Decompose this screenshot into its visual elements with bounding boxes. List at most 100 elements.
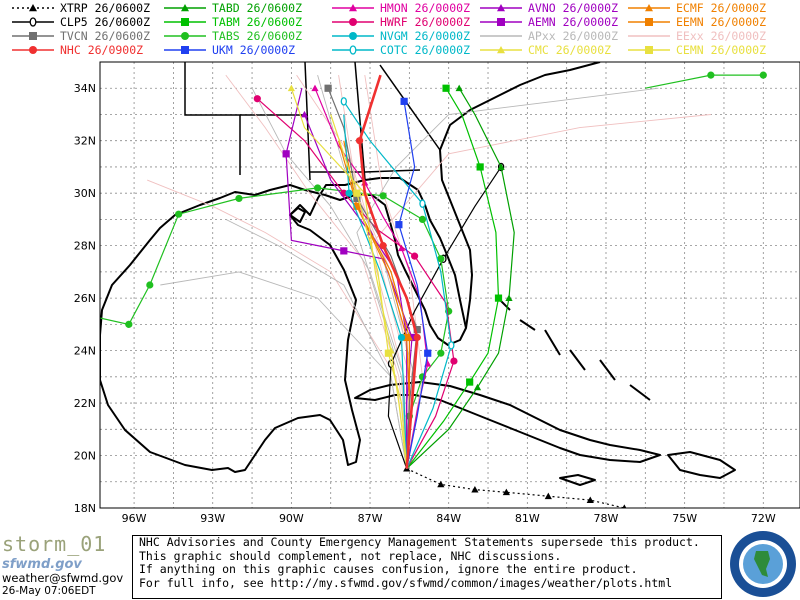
lat-label: 24N bbox=[74, 345, 96, 358]
disclaimer-line[interactable]: For full info, see http://my.sfwmd.gov/s… bbox=[139, 575, 673, 590]
marker-triangle bbox=[505, 294, 513, 301]
track-cemn bbox=[330, 114, 408, 469]
marker-square bbox=[424, 349, 432, 357]
track-aemn bbox=[285, 88, 413, 469]
lat-label: 18N bbox=[74, 502, 96, 515]
legend-swatch bbox=[628, 18, 670, 26]
lon-label: 84W bbox=[436, 512, 461, 525]
lat-label: 20N bbox=[74, 450, 96, 463]
marker-circle bbox=[146, 281, 154, 289]
marker-square bbox=[282, 150, 290, 158]
marker-circle-open bbox=[29, 17, 37, 27]
marker-square bbox=[645, 46, 653, 54]
marker-triangle bbox=[655, 512, 662, 518]
lon-label: 75W bbox=[672, 512, 697, 525]
lat-label: 30N bbox=[74, 187, 96, 200]
ensemble-track bbox=[225, 74, 408, 469]
lat-label: 26N bbox=[74, 292, 96, 305]
legend-swatch bbox=[480, 46, 522, 54]
marker-circle bbox=[78, 310, 85, 317]
marker-square bbox=[353, 189, 361, 197]
marker-circle bbox=[345, 189, 353, 197]
marker-triangle bbox=[497, 163, 505, 170]
marker-triangle bbox=[437, 480, 445, 488]
lon-label: 90W bbox=[279, 512, 304, 525]
marker-square bbox=[408, 333, 416, 342]
cuba bbox=[354, 381, 661, 463]
marker-square bbox=[353, 194, 361, 203]
legend-swatch bbox=[164, 32, 206, 40]
marker-triangle bbox=[29, 4, 37, 12]
marker-square bbox=[29, 32, 37, 40]
marker-circle bbox=[397, 333, 406, 342]
legend-label: EExx 26/0000Z bbox=[676, 29, 767, 43]
legend-swatch bbox=[480, 35, 522, 37]
marker-square bbox=[442, 84, 450, 92]
marker-triangle bbox=[397, 244, 406, 252]
marker-circle bbox=[437, 349, 445, 357]
legend-label: CLP5 26/0600Z bbox=[60, 15, 151, 29]
marker-circle bbox=[253, 95, 261, 103]
marker-circle bbox=[707, 71, 715, 79]
ensemble-track bbox=[364, 75, 423, 469]
track-ukm bbox=[398, 101, 429, 469]
ensemble-track bbox=[356, 87, 659, 469]
contact-email[interactable]: weather@sfwmd.gov bbox=[2, 571, 124, 585]
legend-label: XTRP 26/0600Z bbox=[60, 1, 151, 15]
marker-triangle bbox=[181, 4, 189, 12]
legend-swatch bbox=[12, 32, 54, 40]
track-nvgm bbox=[343, 114, 408, 469]
legend-swatch bbox=[628, 35, 670, 37]
legend-swatch bbox=[480, 18, 522, 26]
legend-label: TVCN 26/0600Z bbox=[60, 29, 151, 43]
map-background bbox=[100, 62, 800, 508]
state-borders bbox=[184, 62, 441, 181]
marker-square bbox=[395, 221, 403, 229]
track-cotc bbox=[343, 101, 452, 469]
marker-square bbox=[497, 18, 505, 26]
marker-triangle bbox=[349, 4, 357, 12]
disclaimer-line: This graphic should complement, not repl… bbox=[139, 548, 562, 563]
gulf-coastline bbox=[100, 177, 467, 473]
disclaimer-box: NHC Advisories and County Emergency Mana… bbox=[132, 535, 722, 599]
legend-swatch bbox=[164, 46, 206, 54]
marker-square bbox=[494, 294, 503, 302]
marker-triangle bbox=[455, 84, 463, 92]
legend-label: UKM 26/0000Z bbox=[212, 43, 296, 57]
ensemble-track bbox=[160, 271, 408, 469]
lat-label: 32N bbox=[74, 135, 96, 148]
marker-square bbox=[324, 84, 332, 92]
marker-square bbox=[466, 378, 474, 386]
timestamp: 26-May 07:06EDT bbox=[2, 585, 96, 597]
lat-label: 28N bbox=[74, 240, 96, 253]
track-cmc bbox=[290, 88, 408, 469]
marker-square bbox=[476, 163, 484, 171]
storm-label: storm_01 bbox=[2, 532, 107, 556]
legend-label: HMON 26/0000Z bbox=[380, 1, 471, 15]
marker-circle-open bbox=[448, 341, 455, 350]
lon-label: 87W bbox=[358, 512, 383, 525]
marker-triangle bbox=[544, 492, 552, 500]
marker-circle-open bbox=[349, 45, 357, 55]
disclaimer-line: NHC Advisories and County Emergency Mana… bbox=[139, 535, 700, 549]
bahamas bbox=[499, 299, 651, 401]
marker-triangle bbox=[645, 4, 653, 12]
marker-triangle bbox=[497, 46, 505, 54]
forecast-tracks bbox=[78, 71, 767, 518]
legend-swatch bbox=[480, 4, 522, 12]
lon-label: 78W bbox=[594, 512, 619, 525]
marker-square bbox=[353, 202, 361, 210]
marker-circle bbox=[349, 32, 357, 40]
lon-label: 72W bbox=[751, 512, 776, 525]
marker-square bbox=[645, 18, 653, 26]
legend-label: TABM 26/0600Z bbox=[212, 15, 303, 29]
legend-swatch bbox=[12, 46, 54, 54]
lat-label: 22N bbox=[74, 397, 96, 410]
marker-triangle bbox=[471, 486, 479, 493]
legend-label: EEMN 26/0000Z bbox=[676, 15, 767, 29]
legend-label: COTC 26/0000Z bbox=[380, 43, 471, 57]
map-frame bbox=[99, 61, 800, 509]
legend-swatch bbox=[164, 4, 206, 12]
legend-label: TABD 26/0600Z bbox=[212, 1, 303, 15]
marker-circle bbox=[355, 137, 364, 145]
